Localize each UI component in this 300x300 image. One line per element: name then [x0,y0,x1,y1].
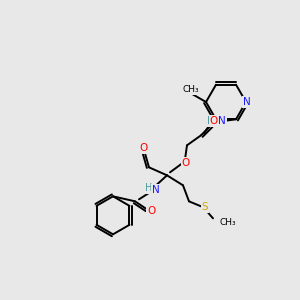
Text: N: N [243,97,251,107]
Text: O: O [147,206,155,216]
Text: O: O [182,158,190,168]
Text: N: N [218,116,226,126]
Text: CH₃: CH₃ [183,85,200,94]
Text: O: O [139,143,147,153]
Text: CH₃: CH₃ [219,218,236,227]
Text: H: H [145,183,153,193]
Text: O: O [210,116,218,126]
Text: H: H [207,116,214,126]
Text: N: N [152,185,160,195]
Text: S: S [202,202,208,212]
